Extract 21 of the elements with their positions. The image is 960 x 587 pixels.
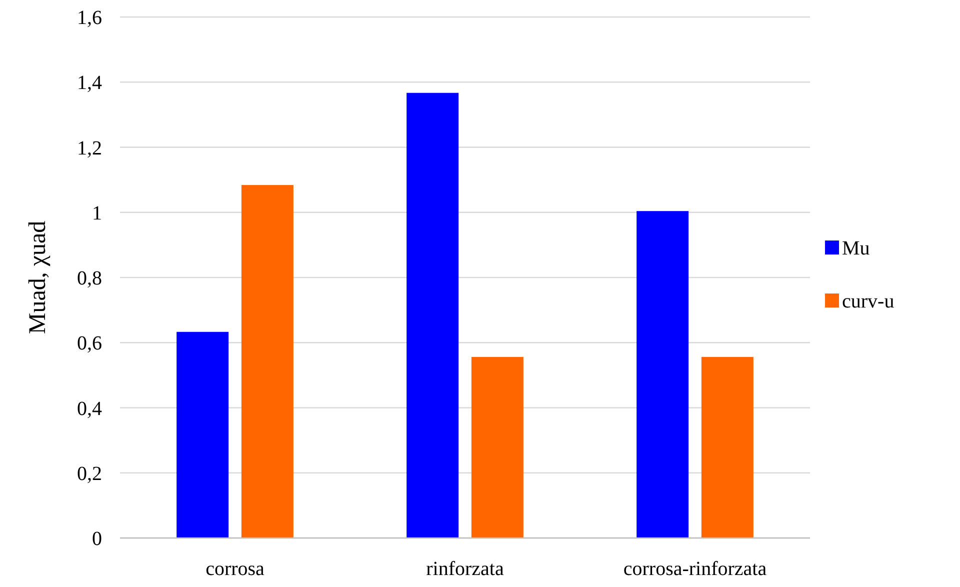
y-axis-title: Muad, χuad xyxy=(25,220,51,334)
legend-label: Mu xyxy=(842,238,870,260)
bar xyxy=(241,185,294,538)
y-tick-label: 1,6 xyxy=(77,7,102,29)
bar xyxy=(406,92,459,538)
y-tick-label: 0 xyxy=(92,528,102,550)
y-tick-label: 1,2 xyxy=(77,137,102,160)
y-tick-label: 0,4 xyxy=(77,398,102,420)
y-tick-label: 0,8 xyxy=(77,268,102,290)
legend-label: curv-u xyxy=(842,290,894,312)
y-tick-label: 0,2 xyxy=(77,462,102,485)
y-tick-label: 1 xyxy=(92,202,102,224)
bar xyxy=(636,211,689,538)
y-tick-label: 1,4 xyxy=(77,72,102,94)
bar xyxy=(701,356,754,538)
x-tick-label: rinforzata xyxy=(426,558,504,580)
x-tick-label: corrosa-rinforzata xyxy=(623,558,767,580)
bar xyxy=(176,332,229,538)
bar xyxy=(471,356,524,538)
y-tick-label: 0,6 xyxy=(77,332,102,355)
x-tick-label: corrosa xyxy=(206,558,265,580)
